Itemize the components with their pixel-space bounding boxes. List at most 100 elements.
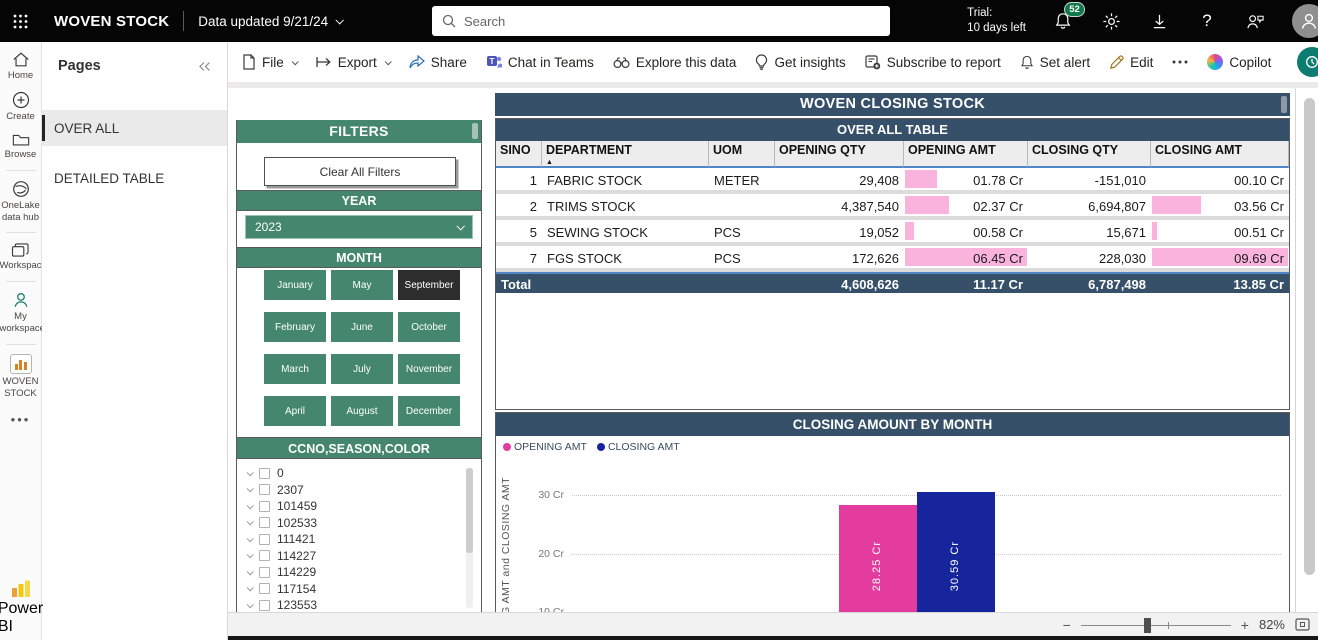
table-cell-sino[interactable]: 1 bbox=[496, 168, 542, 194]
nav-workspaces[interactable]: Workspaces bbox=[0, 242, 42, 272]
column-header-opening-amt[interactable]: OPENING AMT bbox=[904, 141, 1028, 168]
help-icon[interactable]: ? bbox=[1196, 10, 1218, 32]
report-title-scrollbar[interactable] bbox=[1281, 96, 1287, 113]
table-cell-opening_qty[interactable]: 4,387,540 bbox=[775, 194, 904, 220]
expand-chevron-icon[interactable] bbox=[247, 519, 254, 526]
expand-chevron-icon[interactable] bbox=[247, 585, 254, 592]
legend-item-closing-amt[interactable]: CLOSING AMT bbox=[597, 441, 680, 453]
ccno-item-114229[interactable]: 114229 bbox=[247, 564, 461, 581]
table-cell-closing_amt[interactable]: 09.69 Cr bbox=[1151, 246, 1289, 272]
ccno-item-117154[interactable]: 117154 bbox=[247, 581, 461, 598]
checkbox[interactable] bbox=[259, 600, 270, 611]
ccno-item-111421[interactable]: 111421 bbox=[247, 531, 461, 548]
settings-gear-icon[interactable] bbox=[1100, 10, 1122, 32]
expand-chevron-icon[interactable] bbox=[247, 552, 254, 559]
app-launcher-icon[interactable] bbox=[0, 0, 40, 42]
filters-scrollbar[interactable] bbox=[472, 123, 478, 139]
year-dropdown[interactable]: 2023 bbox=[245, 215, 473, 239]
nav-home[interactable]: Home bbox=[0, 51, 42, 82]
month-button-december[interactable]: December bbox=[398, 396, 460, 426]
month-button-march[interactable]: March bbox=[264, 354, 326, 384]
nav-my-workspace[interactable]: My workspace bbox=[0, 291, 42, 335]
clear-all-filters-button[interactable]: Clear All Filters bbox=[264, 157, 456, 186]
nav-woven-stock-report[interactable]: WOVEN STOCK bbox=[0, 354, 42, 400]
copilot-button[interactable]: Copilot bbox=[1207, 54, 1271, 70]
table-cell-uom[interactable]: PCS bbox=[709, 246, 775, 272]
share-button[interactable]: Share bbox=[409, 55, 467, 70]
nav-power-bi[interactable]: Power BI bbox=[0, 580, 43, 636]
table-cell-sino[interactable]: 7 bbox=[496, 246, 542, 272]
ccno-item-123553[interactable]: 123553 bbox=[247, 597, 461, 612]
column-header-opening-qty[interactable]: OPENING QTY bbox=[775, 141, 904, 168]
copilot-pane-icon[interactable] bbox=[1297, 47, 1318, 77]
column-header-closing-qty[interactable]: CLOSING QTY bbox=[1028, 141, 1151, 168]
nav-browse[interactable]: Browse bbox=[0, 132, 42, 161]
data-updated-dropdown[interactable]: Data updated 9/21/24 bbox=[198, 14, 342, 29]
nav-create[interactable]: Create bbox=[0, 91, 42, 123]
table-cell-sino[interactable]: 2 bbox=[496, 194, 542, 220]
edit-button[interactable]: Edit bbox=[1109, 55, 1153, 70]
zoom-out-button[interactable]: − bbox=[1063, 618, 1071, 632]
file-menu[interactable]: File bbox=[242, 54, 297, 70]
notifications-bell-icon[interactable]: 52 bbox=[1052, 10, 1074, 32]
nav-more-icon[interactable]: ••• bbox=[11, 412, 31, 427]
table-cell-department[interactable]: TRIMS STOCK bbox=[542, 194, 709, 220]
table-cell-closing_amt[interactable]: 03.56 Cr bbox=[1151, 194, 1289, 220]
table-cell-closing_qty[interactable]: -151,010 bbox=[1028, 168, 1151, 194]
table-cell-department[interactable]: FGS STOCK bbox=[542, 246, 709, 272]
table-cell-closing_qty[interactable]: 15,671 bbox=[1028, 220, 1151, 246]
month-button-august[interactable]: August bbox=[331, 396, 393, 426]
search-box[interactable] bbox=[432, 6, 890, 36]
month-button-june[interactable]: June bbox=[331, 312, 393, 342]
checkbox[interactable] bbox=[259, 484, 270, 495]
table-cell-closing_qty[interactable]: 6,694,807 bbox=[1028, 194, 1151, 220]
ccno-item-0[interactable]: 0 bbox=[247, 465, 461, 482]
column-header-uom[interactable]: UOM bbox=[709, 141, 775, 168]
expand-chevron-icon[interactable] bbox=[247, 568, 254, 575]
column-header-closing-amt[interactable]: CLOSING AMT bbox=[1151, 141, 1289, 168]
checkbox[interactable] bbox=[259, 517, 270, 528]
checkbox[interactable] bbox=[259, 550, 270, 561]
table-cell-opening_amt[interactable]: 06.45 Cr bbox=[904, 246, 1028, 272]
legend-item-opening-amt[interactable]: OPENING AMT bbox=[503, 441, 587, 453]
table-cell-opening_amt[interactable]: 00.58 Cr bbox=[904, 220, 1028, 246]
set-alert-button[interactable]: Set alert bbox=[1020, 55, 1090, 70]
fit-to-page-icon[interactable] bbox=[1295, 618, 1310, 631]
ccno-item-102533[interactable]: 102533 bbox=[247, 515, 461, 532]
table-cell-closing_amt[interactable]: 00.10 Cr bbox=[1151, 168, 1289, 194]
page-tab-over-all[interactable]: OVER ALL bbox=[42, 110, 227, 146]
explore-this-data-button[interactable]: Explore this data bbox=[613, 55, 737, 70]
column-header-department[interactable]: DEPARTMENT▲ bbox=[542, 141, 709, 168]
expand-chevron-icon[interactable] bbox=[247, 601, 254, 608]
table-cell-uom[interactable] bbox=[709, 194, 775, 220]
chat-in-teams-button[interactable]: T Chat in Teams bbox=[486, 54, 594, 70]
checkbox[interactable] bbox=[259, 567, 270, 578]
expand-chevron-icon[interactable] bbox=[247, 469, 254, 476]
column-header-sino[interactable]: SINO bbox=[496, 141, 542, 168]
table-cell-sino[interactable]: 5 bbox=[496, 220, 542, 246]
table-cell-closing_amt[interactable]: 00.51 Cr bbox=[1151, 220, 1289, 246]
table-cell-opening_qty[interactable]: 19,052 bbox=[775, 220, 904, 246]
month-button-february[interactable]: February bbox=[264, 312, 326, 342]
table-cell-opening_amt[interactable]: 02.37 Cr bbox=[904, 194, 1028, 220]
nav-onelake-data-hub[interactable]: OneLake data hub bbox=[0, 180, 42, 224]
table-cell-department[interactable]: SEWING STOCK bbox=[542, 220, 709, 246]
table-cell-opening_qty[interactable]: 29,408 bbox=[775, 168, 904, 194]
search-input[interactable] bbox=[464, 14, 880, 29]
ccno-list-scrollbar[interactable] bbox=[466, 468, 473, 608]
month-button-october[interactable]: October bbox=[398, 312, 460, 342]
feedback-icon[interactable] bbox=[1244, 10, 1266, 32]
download-icon[interactable] bbox=[1148, 10, 1170, 32]
page-scrollbar[interactable] bbox=[1304, 92, 1316, 610]
expand-chevron-icon[interactable] bbox=[247, 502, 254, 509]
month-button-may[interactable]: May bbox=[331, 270, 393, 300]
checkbox[interactable] bbox=[259, 583, 270, 594]
zoom-in-button[interactable]: + bbox=[1241, 618, 1249, 632]
expand-chevron-icon[interactable] bbox=[247, 486, 254, 493]
ccno-item-101459[interactable]: 101459 bbox=[247, 498, 461, 515]
month-button-september[interactable]: September bbox=[398, 270, 460, 300]
account-avatar[interactable] bbox=[1292, 4, 1318, 38]
month-button-january[interactable]: January bbox=[264, 270, 326, 300]
checkbox[interactable] bbox=[259, 468, 270, 479]
export-menu[interactable]: Export bbox=[316, 55, 390, 70]
